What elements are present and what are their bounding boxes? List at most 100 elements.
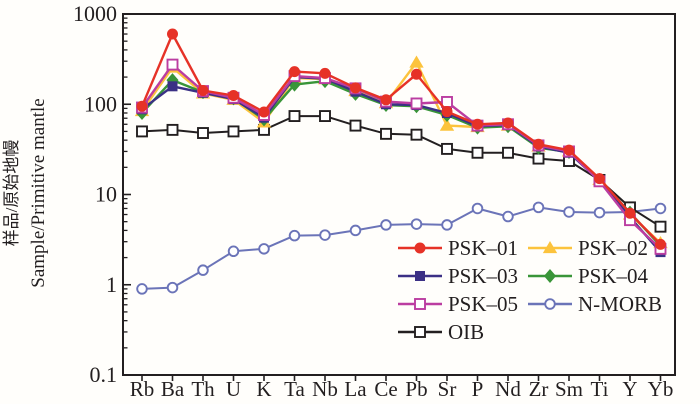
marker-square-open [410, 128, 423, 141]
legend-label-OIB: OIB [448, 320, 484, 344]
marker-square [167, 81, 178, 92]
x-tick-label-Yb: Yb [648, 377, 674, 401]
marker-square-open [319, 110, 331, 123]
y-tick-label-10: 10 [95, 182, 117, 207]
x-tick-label-Ti: Ti [591, 377, 609, 401]
marker-circle [624, 207, 636, 219]
x-tick-label-La: La [344, 377, 367, 401]
x-tick-label-K: K [256, 377, 271, 401]
marker-triangle [542, 241, 558, 254]
marker-square-open [414, 298, 426, 310]
marker-square-open [502, 146, 514, 159]
marker-circle [258, 106, 270, 118]
y-tick-label-100: 100 [84, 91, 117, 116]
marker-circle [136, 100, 148, 112]
marker-square-open [227, 125, 240, 138]
x-tick-label-Y: Y [622, 377, 637, 401]
marker-square-open [654, 220, 667, 233]
marker-circle-open [227, 245, 240, 258]
marker-circle-open [197, 264, 209, 276]
marker-circle-open [502, 210, 514, 223]
marker-circle [441, 106, 453, 118]
marker-square-open [414, 326, 426, 338]
x-tick-label-Zr: Zr [529, 377, 549, 401]
marker-square-open [136, 125, 148, 138]
marker-circle [411, 68, 422, 80]
marker-circle [472, 118, 483, 130]
marker-circle-open [319, 229, 331, 241]
legend-item-N-MORB: N-MORB [528, 292, 662, 316]
marker-circle-open [166, 281, 179, 294]
marker-square-open [197, 127, 209, 139]
legend-label-PSK–04: PSK–04 [578, 264, 649, 288]
y-tick-label-1: 1 [106, 272, 117, 297]
legend-label-PSK–02: PSK–02 [578, 236, 648, 260]
marker-diamond [543, 269, 557, 283]
y-axis-title-zh: 样品/原始地幔 [2, 140, 21, 247]
marker-circle [655, 238, 666, 250]
marker-circle-open [288, 229, 301, 242]
marker-circle-open [136, 283, 148, 295]
marker-circle-open [654, 202, 667, 215]
marker-triangle [439, 118, 455, 131]
marker-circle-open [258, 243, 270, 255]
x-tick-label-Nb: Nb [312, 377, 338, 401]
marker-square-open [380, 127, 392, 140]
plot-border [122, 13, 676, 376]
marker-circle-open [471, 202, 484, 215]
y-tick-label-1000: 1000 [73, 1, 117, 26]
legend-label-PSK–01: PSK–01 [448, 236, 518, 260]
marker-square-open [349, 119, 362, 132]
marker-circle-open [410, 218, 423, 230]
x-tick-label-Nd: Nd [495, 377, 521, 401]
marker-square-open [288, 110, 301, 123]
marker-circle [414, 242, 426, 254]
legend-label-PSK–03: PSK–03 [448, 264, 518, 288]
y-tick-label-0.1: 0.1 [90, 362, 118, 387]
marker-circle [167, 28, 178, 40]
x-tick-label-Ba: Ba [161, 377, 185, 401]
series-line-OIB [141, 115, 662, 228]
marker-circle-open [441, 219, 453, 231]
marker-circle [380, 94, 392, 106]
x-tick-label-Rb: Rb [130, 377, 155, 401]
legend-label-N-MORB: N-MORB [578, 292, 662, 316]
marker-circle-open [532, 201, 545, 214]
legend-item-OIB: OIB [398, 320, 484, 344]
marker-square-open [166, 58, 179, 71]
marker-square-open [410, 97, 423, 110]
marker-circle [319, 67, 331, 79]
x-tick-label-U: U [226, 377, 241, 401]
marker-circle [502, 117, 514, 129]
marker-square-open [166, 123, 179, 136]
marker-circle-open [593, 206, 606, 219]
marker-circle [289, 66, 300, 78]
marker-circle [594, 173, 605, 185]
x-tick-label-Th: Th [191, 377, 215, 401]
marker-circle [563, 144, 575, 156]
marker-circle [228, 90, 239, 102]
x-tick-label-Pb: Pb [405, 377, 427, 401]
marker-circle [350, 82, 361, 94]
y-axis-title-en: Sample/Primitive mantle [28, 98, 49, 287]
x-tick-label-Sm: Sm [555, 377, 583, 401]
marker-circle-open [563, 206, 575, 218]
series-line-PSK–02 [140, 61, 662, 245]
marker-circle [533, 138, 544, 150]
legend-item-PSK–02: PSK–02 [528, 236, 648, 260]
x-tick-label-P: P [472, 377, 484, 401]
marker-square-open [532, 152, 545, 165]
marker-square-open [471, 146, 484, 159]
marker-circle-open [349, 224, 362, 237]
marker-square [415, 271, 425, 281]
legend-label-PSK–05: PSK–05 [448, 292, 518, 316]
marker-circle-open [380, 219, 392, 231]
x-tick-label-Sr: Sr [438, 377, 457, 401]
x-tick-label-Ta: Ta [284, 377, 305, 401]
marker-circle [197, 85, 209, 97]
marker-square-open [441, 142, 453, 155]
marker-circle-open [544, 298, 556, 310]
x-tick-label-Ce: Ce [374, 377, 397, 401]
